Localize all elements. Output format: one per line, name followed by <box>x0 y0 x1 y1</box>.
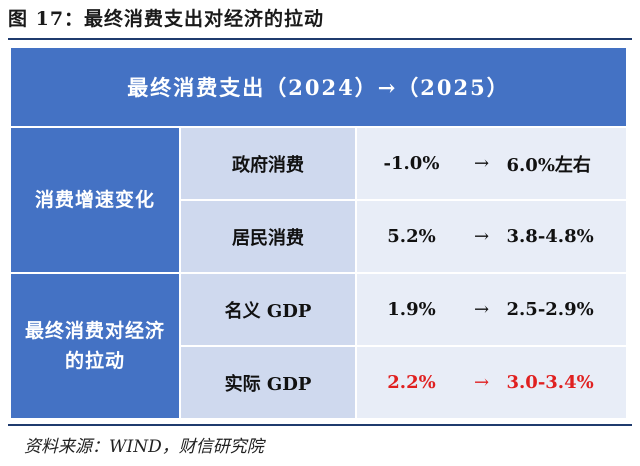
value-to: 6.0%左右 <box>506 154 591 176</box>
source-note: 资料来源：WIND，财信研究院 <box>24 437 264 457</box>
top-divider <box>8 38 632 40</box>
value-from: 5.2% <box>387 226 436 247</box>
value-from: -1.0% <box>383 153 440 174</box>
arrow-icon: → <box>473 153 490 174</box>
table-row: 5.2% → 3.8-4.8% <box>356 200 627 273</box>
arrow-icon: → <box>473 372 490 393</box>
value-from: 2.2% <box>387 372 436 393</box>
value-to: 3.0-3.4% <box>506 372 594 393</box>
value-to: 2.5-2.9% <box>506 299 594 320</box>
table-row: 2.2% → 3.0-3.4% <box>356 346 627 419</box>
row-label-government-consumption: 政府消费 <box>180 127 356 200</box>
arrow-icon: → <box>473 226 490 247</box>
table-header: 最终消费支出（2024）→（2025） <box>10 47 627 127</box>
row-label-nominal-gdp: 名义 GDP <box>180 273 356 346</box>
row-label-real-gdp: 实际 GDP <box>180 346 356 419</box>
figure-title: 图 17：最终消费支出对经济的拉动 <box>8 8 325 30</box>
table-row: -1.0% → 6.0%左右 <box>356 127 627 200</box>
consumption-table: 最终消费支出（2024）→（2025） 消费增速变化 政府消费 -1.0% → … <box>10 47 627 419</box>
group-label-consumption-growth: 消费增速变化 <box>10 127 180 273</box>
bottom-divider <box>8 424 632 426</box>
table-row: 1.9% → 2.5-2.9% <box>356 273 627 346</box>
row-label-household-consumption: 居民消费 <box>180 200 356 273</box>
value-to: 3.8-4.8% <box>506 226 594 247</box>
arrow-icon: → <box>473 299 490 320</box>
value-from: 1.9% <box>387 299 436 320</box>
group-label-economic-contribution: 最终消费对经济的拉动 <box>10 273 180 419</box>
